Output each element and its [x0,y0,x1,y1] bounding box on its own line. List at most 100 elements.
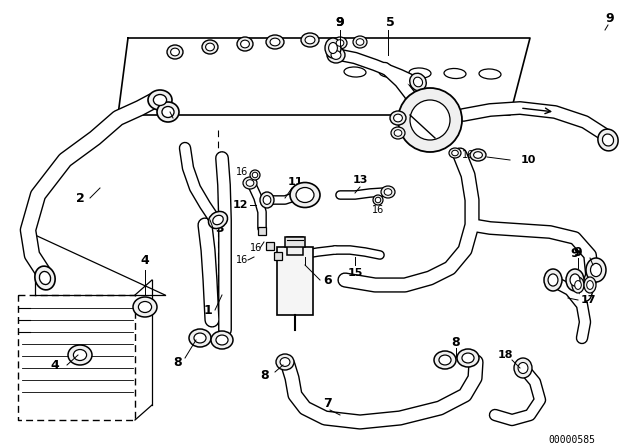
Ellipse shape [518,362,528,374]
Ellipse shape [570,274,580,286]
Ellipse shape [305,36,315,44]
Ellipse shape [162,107,174,117]
Ellipse shape [575,280,581,289]
Ellipse shape [171,48,179,56]
Text: 6: 6 [324,273,332,287]
Text: 14: 14 [292,268,308,278]
Ellipse shape [587,280,593,289]
Ellipse shape [266,35,284,49]
Text: 4: 4 [51,358,60,371]
Ellipse shape [35,266,55,290]
Bar [266,242,274,250]
Ellipse shape [391,127,405,139]
Text: 8: 8 [452,336,460,349]
Ellipse shape [409,68,431,78]
Ellipse shape [470,149,486,161]
Text: 18: 18 [497,350,513,360]
Ellipse shape [327,47,345,63]
Text: 16: 16 [236,255,248,265]
Text: 3: 3 [216,221,224,234]
Text: 16: 16 [250,243,262,253]
Ellipse shape [205,43,214,51]
Ellipse shape [138,302,152,313]
Ellipse shape [394,114,403,122]
Ellipse shape [212,215,223,225]
Ellipse shape [452,150,458,156]
Ellipse shape [333,37,347,49]
Ellipse shape [154,95,166,105]
Ellipse shape [572,277,584,293]
Ellipse shape [394,130,402,136]
Ellipse shape [194,333,206,343]
Ellipse shape [216,335,228,345]
Ellipse shape [356,39,364,45]
Ellipse shape [413,77,422,87]
Ellipse shape [444,69,466,78]
Text: 9: 9 [336,16,344,29]
Text: 8: 8 [173,356,182,369]
Ellipse shape [301,33,319,47]
Ellipse shape [237,37,253,51]
Text: 15: 15 [348,268,363,278]
Ellipse shape [591,263,602,276]
Text: 9: 9 [336,16,344,29]
Text: 4: 4 [141,254,149,267]
Ellipse shape [68,345,92,365]
Ellipse shape [263,196,271,204]
Ellipse shape [202,40,218,54]
Ellipse shape [344,67,366,77]
Ellipse shape [331,51,341,60]
Ellipse shape [379,68,401,78]
Ellipse shape [270,38,280,46]
Text: 8: 8 [260,369,269,382]
Ellipse shape [410,73,426,91]
Text: 5: 5 [386,16,394,29]
Polygon shape [118,38,530,115]
Bar [274,252,282,260]
Ellipse shape [296,188,314,202]
Text: 3: 3 [161,112,170,125]
Ellipse shape [209,211,228,228]
Ellipse shape [462,353,474,363]
Ellipse shape [252,172,258,178]
Text: 9: 9 [605,12,614,25]
Ellipse shape [74,349,86,361]
Ellipse shape [211,331,233,349]
Ellipse shape [290,182,320,207]
Ellipse shape [148,90,172,110]
Ellipse shape [157,102,179,122]
Ellipse shape [544,269,562,291]
Ellipse shape [328,43,337,53]
Text: 16: 16 [372,205,384,215]
Ellipse shape [384,189,392,195]
Ellipse shape [336,40,344,46]
Text: 9: 9 [573,246,582,258]
Ellipse shape [457,349,479,367]
Circle shape [410,100,450,140]
Ellipse shape [353,36,367,48]
Text: 16: 16 [236,167,248,177]
Bar [277,247,313,315]
Ellipse shape [325,38,341,58]
Ellipse shape [189,329,211,347]
Ellipse shape [280,358,290,366]
Ellipse shape [479,69,501,79]
Ellipse shape [243,177,257,189]
Ellipse shape [260,192,274,208]
Text: 1: 1 [204,303,212,316]
Ellipse shape [133,297,157,317]
Text: 00000585: 00000585 [548,435,595,445]
Circle shape [398,88,462,152]
Text: 2: 2 [76,191,84,204]
Bar [285,237,305,247]
Ellipse shape [598,129,618,151]
Ellipse shape [449,148,461,158]
Text: 9: 9 [571,246,579,259]
Ellipse shape [602,134,614,146]
Ellipse shape [548,274,558,286]
Ellipse shape [434,351,456,369]
Ellipse shape [514,358,532,378]
Text: 16: 16 [462,150,474,160]
Ellipse shape [474,152,483,158]
Ellipse shape [584,277,596,293]
